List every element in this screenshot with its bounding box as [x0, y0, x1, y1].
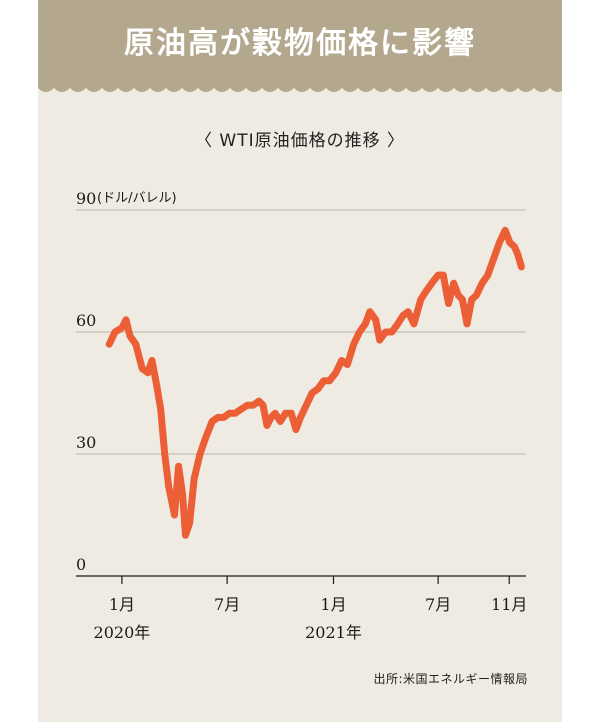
- line-chart: 0 30 60 90 (ドル/バレル) 1月 2020年 7月 1月 2021年 7月 11月: [76, 189, 527, 642]
- x-year-label: 2021年: [305, 623, 362, 642]
- x-tick-label: 1月: [109, 595, 135, 614]
- y-tick-label: 0: [76, 555, 86, 574]
- series-layer: [105, 226, 525, 539]
- chart-title: 〈 WTI原油価格の推移 〉: [194, 131, 405, 151]
- page-title: 原油高が穀物価格に影響: [124, 26, 476, 61]
- chart-card: 原油高が穀物価格に影響 〈 WTI原油価格の推移 〉 0 30 60 90 (ドル/バ…: [38, 0, 562, 722]
- x-tick-label: 11月: [491, 595, 527, 614]
- wti-price-line: [105, 226, 525, 539]
- grid-lines: [76, 209, 526, 455]
- x-tick-label: 7月: [214, 595, 240, 614]
- y-axis-ticks: 0 30 60 90: [76, 189, 96, 574]
- x-axis-ticks: 1月 2020年 7月 1月 2021年 7月 11月: [94, 576, 527, 642]
- x-year-label: 2020年: [94, 623, 151, 642]
- y-tick-label: 60: [76, 311, 96, 330]
- y-axis-unit-label: (ドル/バレル): [97, 191, 177, 206]
- y-tick-label: 30: [76, 433, 96, 452]
- y-tick-label: 90: [76, 189, 96, 208]
- x-tick-label: 7月: [425, 595, 451, 614]
- header-band: [38, 0, 562, 86]
- source-note: 出所:米国エネルギー情報局: [373, 672, 528, 686]
- header-wave-edge: [38, 80, 562, 92]
- x-tick-label: 1月: [320, 595, 346, 614]
